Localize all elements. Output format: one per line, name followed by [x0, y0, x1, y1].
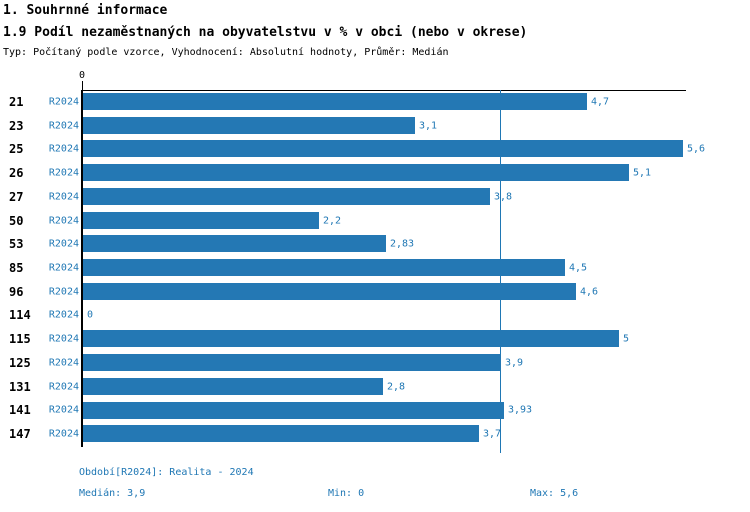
bar	[83, 93, 587, 110]
row-series-label: R2024	[48, 333, 79, 345]
row-category-label: 85	[9, 260, 24, 275]
bar	[83, 140, 683, 158]
bar	[83, 235, 386, 253]
x-axis-zero-tick-label: 0	[78, 70, 86, 81]
bar	[83, 354, 501, 372]
row-series-label: R2024	[48, 357, 79, 369]
row-category-label: 50	[9, 213, 24, 228]
chart-row: 125 R2024 3,9	[0, 351, 750, 375]
row-series-label: R2024	[48, 404, 79, 416]
row-series-label: R2024	[48, 96, 79, 108]
footer-median-stat: Medián: 3,9	[79, 488, 146, 499]
chart-meta-line: Typ: Počítaný podle vzorce, Vyhodnocení:…	[3, 47, 449, 58]
x-axis-line	[82, 90, 686, 91]
bar	[83, 330, 619, 348]
bar-value-label: 5,6	[687, 143, 706, 155]
bar-value-label: 4,6	[580, 286, 599, 298]
row-series-label: R2024	[48, 167, 79, 179]
chart-row: 141 R2024 3,93	[0, 399, 750, 423]
bar	[83, 401, 504, 419]
row-category-label: 96	[9, 284, 24, 299]
chart-row: 85 R2024 4,5	[0, 256, 750, 280]
row-category-label: 26	[9, 166, 24, 181]
bar	[83, 164, 629, 182]
bar	[83, 116, 415, 134]
bar-value-label: 2,2	[323, 215, 342, 227]
row-category-label: 23	[9, 118, 24, 133]
row-series-label: R2024	[48, 381, 79, 393]
row-category-label: 125	[9, 355, 31, 370]
chart-row: 53 R2024 2,83	[0, 232, 750, 256]
bar-value-label: 3,8	[494, 191, 513, 203]
row-category-label: 115	[9, 332, 31, 347]
row-category-label: 131	[9, 379, 31, 394]
row-category-label: 21	[9, 94, 24, 109]
row-series-label: R2024	[48, 286, 79, 298]
bar	[83, 187, 490, 205]
bar-value-label: 0	[87, 309, 94, 321]
bar-value-label: 5,1	[633, 167, 652, 179]
row-category-label: 114	[9, 308, 31, 323]
bar-value-label: 2,83	[390, 238, 415, 250]
chart-row: 25 R2024 5,6	[0, 137, 750, 161]
bar	[83, 211, 319, 229]
bar	[83, 259, 565, 277]
row-category-label: 25	[9, 142, 24, 157]
chart-row: 114 R2024 0	[0, 304, 750, 328]
bar-chart-plot-area: 21 R2024 4,7 23 R2024 3,1 25 R2024 5,6 2…	[0, 90, 750, 446]
y-axis-line	[81, 90, 83, 447]
bar	[83, 425, 479, 443]
footer-period-label: Období[R2024]: Realita - 2024	[79, 467, 254, 478]
bar-value-label: 3,1	[419, 120, 438, 132]
row-series-label: R2024	[48, 191, 79, 203]
chart-row: 115 R2024 5	[0, 327, 750, 351]
chart-row: 23 R2024 3,1	[0, 114, 750, 138]
row-category-label: 141	[9, 403, 31, 418]
footer-max-stat: Max: 5,6	[530, 488, 579, 499]
row-series-label: R2024	[48, 215, 79, 227]
row-series-label: R2024	[48, 120, 79, 132]
bar-value-label: 2,8	[387, 381, 406, 393]
bar-value-label: 4,7	[591, 96, 610, 108]
chart-row: 27 R2024 3,8	[0, 185, 750, 209]
chart-title: 1.9 Podíl nezaměstnaných na obyvatelstvu…	[3, 25, 528, 40]
section-title: 1. Souhrnné informace	[3, 3, 168, 18]
chart-row: 96 R2024 4,6	[0, 280, 750, 304]
bar-value-label: 3,9	[505, 357, 524, 369]
chart-row: 21 R2024 4,7	[0, 90, 750, 114]
row-series-label: R2024	[48, 143, 79, 155]
bar-value-label: 3,93	[508, 404, 533, 416]
row-category-label: 147	[9, 427, 31, 442]
bar-value-label: 3,7	[483, 428, 502, 440]
x-axis-zero-tick-mark	[82, 81, 83, 90]
row-series-label: R2024	[48, 262, 79, 274]
row-category-label: 27	[9, 189, 24, 204]
chart-row: 26 R2024 5,1	[0, 161, 750, 185]
bar	[83, 282, 576, 300]
bar	[83, 377, 383, 395]
chart-row: 131 R2024 2,8	[0, 375, 750, 399]
chart-row: 147 R2024 3,7	[0, 422, 750, 446]
row-series-label: R2024	[48, 428, 79, 440]
bar-value-label: 5	[623, 333, 630, 345]
row-category-label: 53	[9, 237, 24, 252]
row-series-label: R2024	[48, 309, 79, 321]
bar-value-label: 4,5	[569, 262, 588, 274]
chart-row: 50 R2024 2,2	[0, 209, 750, 233]
row-series-label: R2024	[48, 238, 79, 250]
footer-min-stat: Min: 0	[328, 488, 365, 499]
